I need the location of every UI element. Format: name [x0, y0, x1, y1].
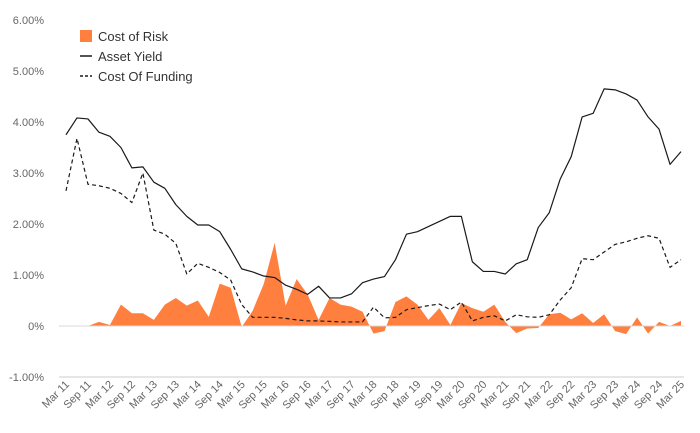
legend-label: Asset Yield	[98, 49, 162, 64]
cost-of-funding-line	[65, 137, 682, 323]
y-axis: -1.00% 0% 1.00% 2.00% 3.00% 4.00% 5.00% 6.00%	[9, 15, 44, 384]
y-tick-label: 2.00%	[13, 219, 44, 231]
legend-label: Cost Of Funding	[98, 69, 193, 84]
y-tick-label: 1.00%	[13, 270, 44, 282]
y-tick-label: 0%	[28, 321, 44, 333]
y-tick-label: 5.00%	[13, 66, 44, 78]
legend: Cost of Risk Asset Yield Cost Of Funding	[80, 29, 193, 84]
line-series-group	[65, 88, 682, 323]
y-tick-label: 4.00%	[13, 117, 44, 129]
legend-label: Cost of Risk	[98, 29, 169, 44]
area-series-group	[59, 242, 684, 335]
y-tick-label: 3.00%	[13, 168, 44, 180]
cost-of-risk-area	[66, 242, 681, 335]
legend-swatch-cost-of-risk	[80, 30, 92, 42]
asset-yield-line	[65, 88, 682, 299]
y-tick-label: -1.00%	[9, 372, 44, 384]
y-tick-label: 6.00%	[13, 15, 44, 27]
